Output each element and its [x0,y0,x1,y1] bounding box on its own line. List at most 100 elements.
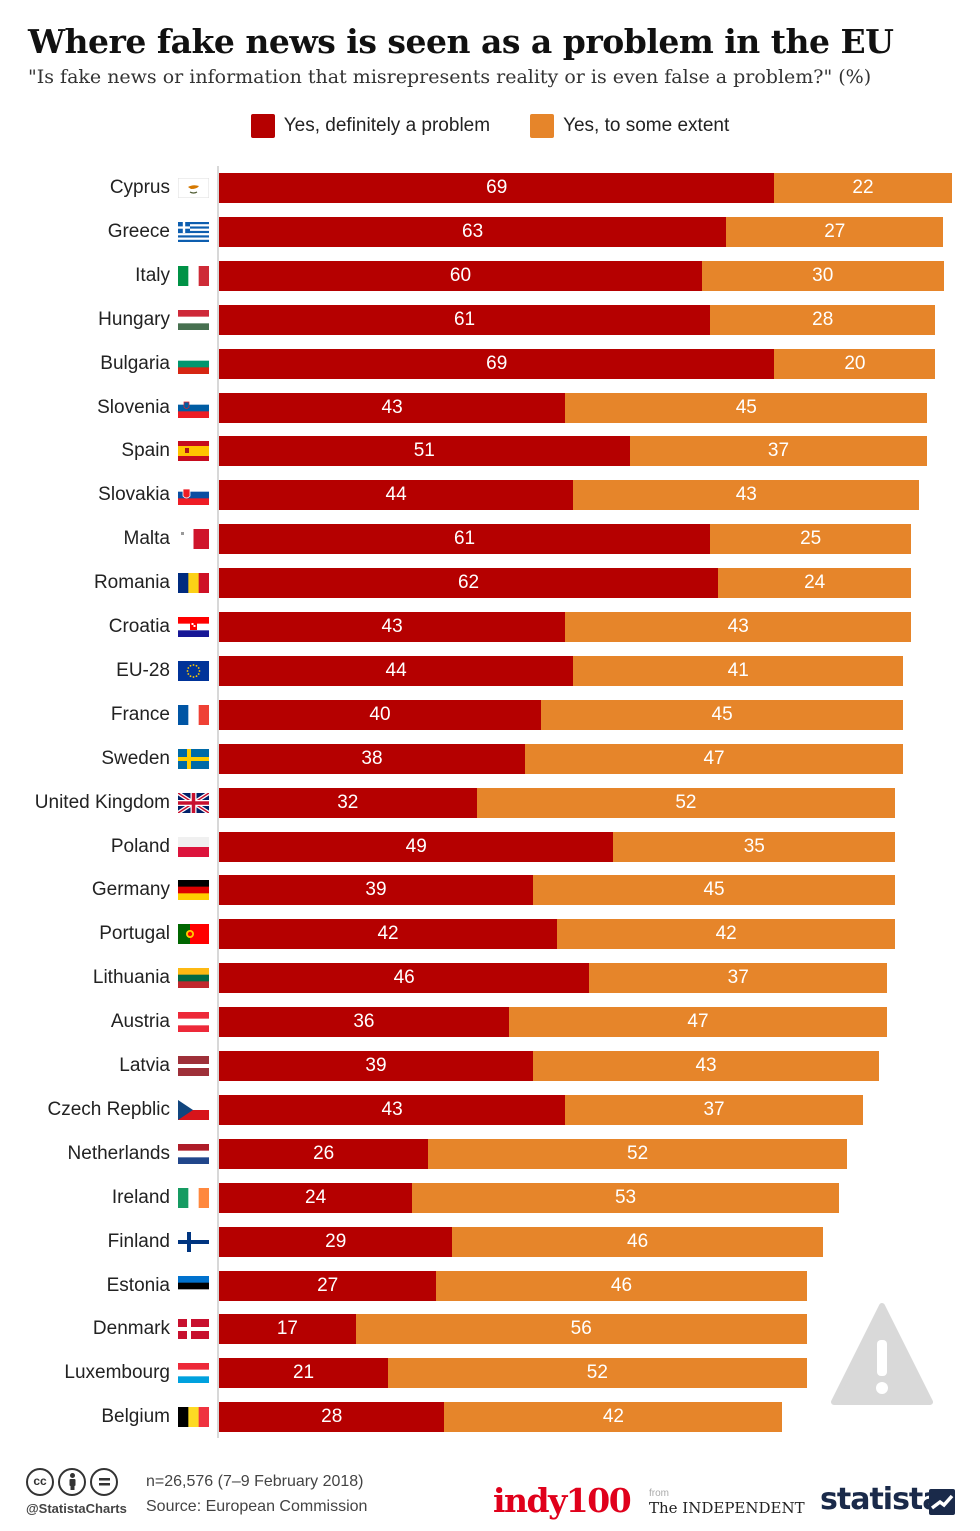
bar-definitely: 24 [219,1182,413,1213]
category-label: France [110,703,170,725]
data-label: 21 [292,1362,315,1384]
category-label: Ireland [111,1186,170,1208]
bar-definitely: 39 [219,1051,533,1081]
bar-definitely: 63 [219,216,727,247]
chart-row: United Kingdom 32 52 [0,787,980,819]
malta-flag-icon [178,529,209,550]
bar-some-extent: 37 [565,1094,863,1125]
chart-row: Cyprus 69 22 [0,172,980,204]
data-label: 63 [462,220,484,242]
bar-definitely: 32 [219,787,477,818]
category-label: Hungary [98,308,170,330]
data-label: 69 [486,177,508,198]
bar-some-extent: 41 [573,655,904,686]
data-label: 43 [735,484,757,506]
ireland-flag-icon [178,1187,209,1208]
data-label: 45 [711,703,733,725]
data-label: 52 [586,1362,608,1384]
bar-definitely: 38 [219,743,525,774]
bar-some-extent: 27 [726,216,944,247]
data-label: 49 [405,835,427,857]
bar-some-extent: 43 [573,480,920,511]
germany-flag-icon [178,880,209,901]
legend-label-definitely: Yes, definitely a problem [283,115,491,136]
data-label: 43 [695,1055,717,1076]
chart-title: Where fake news is seen as a problem in … [28,22,894,61]
luxembourg-flag-icon [178,1363,209,1384]
legend-swatch-some-extent [530,114,555,138]
data-label: 52 [627,1142,649,1164]
hungary-flag-icon [178,309,209,330]
finland-flag-icon [178,1231,209,1252]
bar-definitely: 36 [219,1007,509,1038]
bar-some-extent: 52 [388,1358,807,1389]
category-label: Malta [123,528,170,550]
bar-definitely: 46 [219,963,590,994]
category-label: Denmark [92,1318,170,1340]
data-label: 39 [365,1055,387,1076]
statista-logo: statista [820,1482,943,1517]
data-label: 43 [381,616,403,637]
legend-item-definitely: Yes, definitely a problem [250,114,491,138]
data-label: 46 [393,967,415,989]
data-label: 29 [325,1230,347,1252]
bar-definitely: 43 [219,1094,566,1125]
bar-some-extent: 45 [565,392,928,423]
chart-row: Malta 61 25 [0,523,980,555]
data-label: 69 [486,352,508,374]
poland-flag-icon [178,836,209,857]
sample-note: n=26,576 (7–9 February 2018) [146,1473,364,1490]
chart-row: Estonia 27 46 [0,1270,980,1302]
bar-definitely: 61 [219,524,711,555]
chart-row: Denmark 17 56 [0,1313,980,1345]
data-label: 61 [453,528,476,550]
uk-flag-icon [178,792,209,813]
bar-some-extent: 30 [702,260,944,291]
estonia-flag-icon [178,1275,209,1296]
bar-some-extent: 37 [589,963,888,994]
sweden-flag-icon [178,748,209,769]
category-label: Greece [107,220,170,242]
bar-some-extent: 42 [444,1402,783,1433]
chart-row: Netherlands 26 52 [0,1138,980,1170]
bar-definitely: 44 [219,655,574,686]
italy-flag-icon [178,265,209,286]
category-label: Germany [91,879,170,901]
chart-row: Hungary 61 28 [0,304,980,336]
axis-line [217,166,219,1438]
chart-row: Greece 63 27 [0,216,980,248]
data-label: 53 [614,1186,637,1208]
greece-flag-icon [178,221,209,242]
bar-some-extent: 28 [710,304,936,335]
bar-definitely: 62 [219,568,719,599]
chart-row: Czech Repblic 43 37 [0,1094,980,1126]
statista-mark-icon [929,1489,955,1515]
category-label: Belgium [101,1406,170,1428]
chart-row: France 40 45 [0,699,980,731]
data-label: 39 [365,879,387,901]
chart-row: Belgium 28 42 [0,1401,980,1433]
bar-definitely: 42 [219,919,558,950]
data-label: 25 [800,528,822,550]
data-label: 32 [337,791,359,813]
bar-definitely: 61 [219,304,711,335]
data-label: 43 [727,616,749,637]
slovakia-flag-icon [178,485,209,506]
category-label: Romania [93,572,170,594]
bar-some-extent: 25 [710,524,912,555]
bar-definitely: 26 [219,1138,429,1169]
data-label: 36 [353,1011,375,1033]
category-label: Lithuania [92,967,170,989]
chart-row: Luxembourg 21 52 [0,1357,980,1389]
bar-definitely: 29 [219,1226,453,1257]
chart-row: EU-28 44 41 [0,655,980,687]
category-label: Austria [110,1011,170,1033]
category-label: Portugal [99,923,170,945]
data-label: 46 [610,1274,633,1296]
bar-some-extent: 42 [557,919,896,950]
data-label: 37 [727,967,749,989]
legend-swatch-definitely [250,114,275,138]
france-flag-icon [178,704,209,725]
data-label: 27 [824,220,846,242]
data-label: 40 [369,703,391,725]
